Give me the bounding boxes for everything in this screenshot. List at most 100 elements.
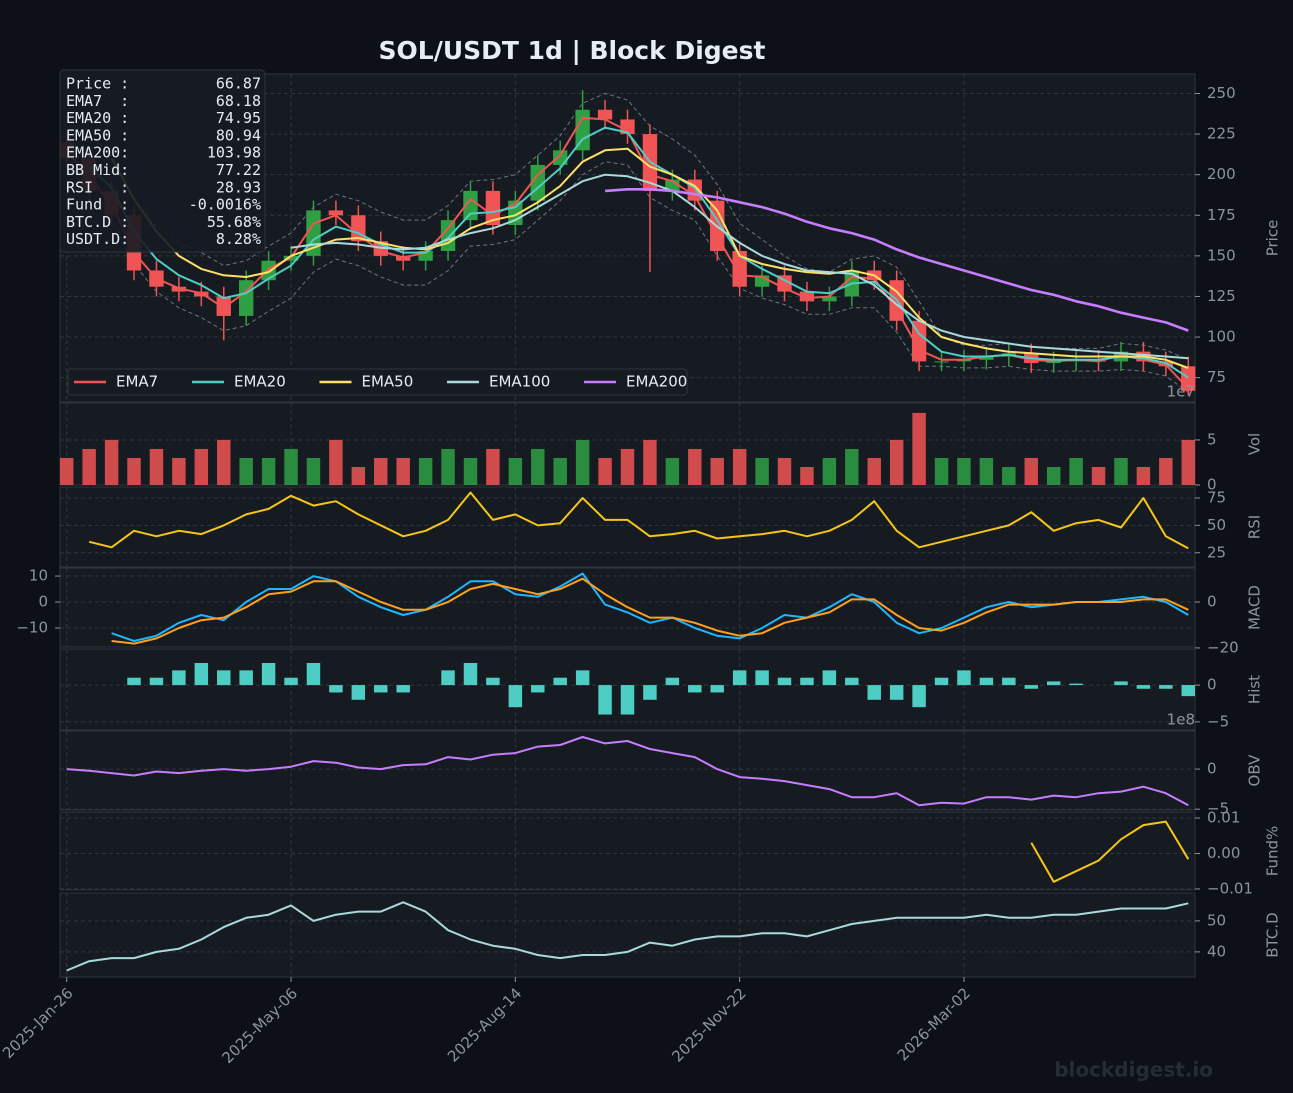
- bar: [284, 448, 298, 485]
- y-tick-label: 250: [1207, 84, 1236, 102]
- y-axis-label: Hist: [1246, 675, 1264, 704]
- legend: [67, 368, 688, 396]
- candle-body: [732, 250, 747, 287]
- candle-body: [979, 356, 994, 360]
- candle-body: [822, 296, 837, 302]
- info-label: USDT.D:: [66, 230, 129, 248]
- y-tick-label: −5: [1207, 800, 1229, 818]
- bar: [194, 448, 209, 485]
- bar: [979, 457, 994, 485]
- line: [88, 491, 1189, 550]
- y-axis-label: OBV: [1246, 754, 1264, 787]
- panel: [59, 892, 1196, 978]
- bar: [239, 670, 253, 686]
- bar: [60, 457, 74, 485]
- y-tick-label: 0.00: [1207, 844, 1240, 862]
- bar: [665, 457, 680, 485]
- bar: [665, 677, 680, 686]
- line: [66, 736, 1189, 807]
- bar: [845, 677, 859, 686]
- candle-body: [261, 260, 276, 281]
- legend-label: EMA200: [626, 373, 687, 391]
- info-value: 103.98: [207, 144, 261, 162]
- candle-body: [553, 150, 568, 165]
- bar: [1159, 457, 1173, 485]
- legend-label: EMA100: [489, 373, 550, 391]
- bar: [374, 685, 388, 693]
- bar: [396, 685, 410, 693]
- info-value: 55.68%: [207, 213, 261, 231]
- bar: [172, 670, 186, 686]
- bar: [598, 457, 612, 485]
- bar: [306, 662, 321, 686]
- candle-body: [799, 291, 815, 302]
- bar: [1069, 457, 1083, 485]
- footer: blockdigest.io: [1054, 1058, 1213, 1082]
- y-tick-label: 5: [1207, 430, 1217, 448]
- info-value: 66.87: [216, 75, 261, 93]
- candle-body: [597, 109, 613, 120]
- bar: [912, 685, 926, 708]
- bar: [979, 677, 994, 686]
- bar: [172, 457, 186, 485]
- y-axis-label: Fund%: [1264, 826, 1282, 877]
- y-axis-label: Price: [1264, 220, 1282, 257]
- bar: [800, 677, 814, 686]
- y-tick-label: 10: [29, 567, 48, 585]
- bar: [1114, 681, 1128, 686]
- bar: [486, 448, 500, 485]
- line: [88, 126, 1189, 379]
- info-value: 77.22: [216, 161, 261, 179]
- bar: [1046, 681, 1061, 686]
- line: [1030, 820, 1190, 883]
- candle-body: [620, 119, 635, 135]
- bar: [620, 448, 635, 485]
- candle-body: [934, 361, 949, 363]
- bar: [643, 439, 657, 485]
- y-tick-label: 0: [38, 593, 48, 611]
- bar: [732, 670, 747, 686]
- bar: [912, 412, 926, 485]
- line: [111, 577, 1189, 645]
- bar: [755, 457, 769, 485]
- bar: [777, 677, 792, 686]
- bar: [261, 457, 276, 485]
- y-axis-label: MACD: [1246, 585, 1264, 630]
- y-axis-label: BTC.D: [1264, 912, 1282, 957]
- bar: [418, 457, 433, 485]
- y-tick-label: −10: [16, 619, 48, 637]
- bar: [598, 685, 612, 715]
- bar: [688, 448, 702, 485]
- panel: [59, 811, 1196, 891]
- bar: [553, 677, 567, 686]
- info-value: 74.95: [216, 109, 261, 127]
- bar: [441, 448, 455, 485]
- bar: [889, 439, 904, 485]
- y-tick-label: 150: [1207, 246, 1236, 264]
- info-label: EMA50 :: [66, 126, 129, 144]
- bar: [1159, 685, 1173, 689]
- candle-body: [328, 210, 344, 216]
- info-label: EMA7 :: [66, 92, 129, 110]
- y-tick-label: −0.01: [1207, 879, 1253, 897]
- bar: [845, 448, 859, 485]
- bar: [217, 439, 231, 485]
- info-value: 28.93: [216, 178, 261, 196]
- y-tick-label: 40: [1207, 942, 1226, 960]
- candle-body: [440, 220, 456, 251]
- y2-tick-label: −20: [1207, 638, 1239, 656]
- bar: [239, 457, 253, 485]
- panel: [59, 486, 1196, 568]
- bar: [934, 677, 949, 686]
- y-tick-label: 50: [1207, 911, 1226, 929]
- bar: [1024, 685, 1038, 689]
- bar: [531, 685, 545, 693]
- y-tick-label: 100: [1207, 328, 1236, 346]
- line: [110, 147, 1189, 369]
- bar: [777, 457, 792, 485]
- bar: [1114, 457, 1128, 485]
- info-value: -0.0016%: [189, 196, 261, 214]
- bar: [732, 448, 747, 485]
- bar: [575, 439, 590, 485]
- y2-tick-label: 0: [1207, 592, 1217, 610]
